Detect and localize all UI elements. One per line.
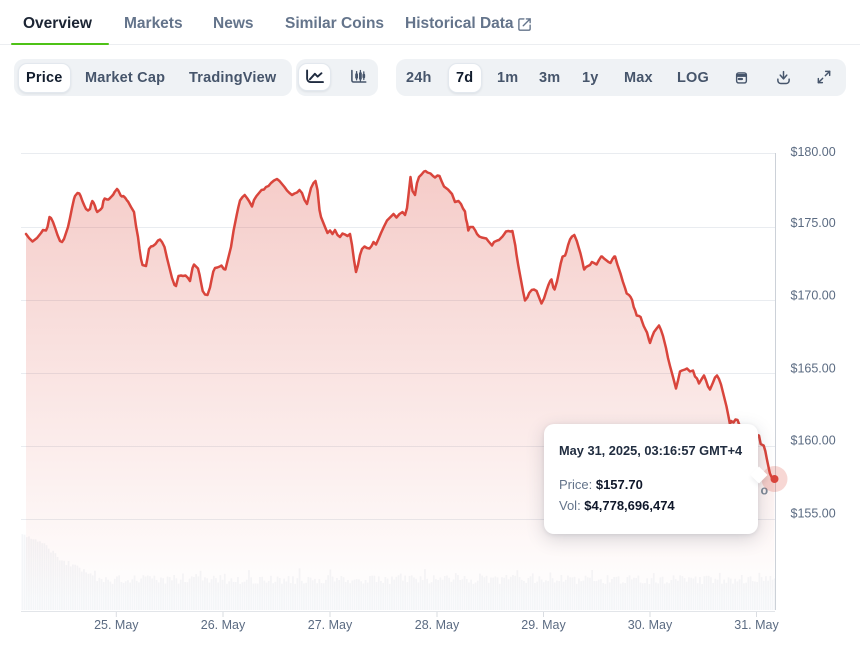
svg-text:$170.00: $170.00 (791, 288, 836, 302)
svg-text:25. May: 25. May (94, 618, 139, 632)
svg-text:$160.00: $160.00 (791, 433, 836, 447)
svg-text:28. May: 28. May (415, 618, 460, 632)
svg-text:$175.00: $175.00 (791, 216, 836, 230)
svg-text:31. May: 31. May (734, 618, 779, 632)
svg-text:30. May: 30. May (628, 618, 673, 632)
svg-text:o: o (761, 484, 769, 498)
svg-text:26. May: 26. May (201, 618, 246, 632)
svg-text:27. May: 27. May (308, 618, 353, 632)
svg-text:$165.00: $165.00 (791, 361, 836, 375)
svg-text:$180.00: $180.00 (791, 145, 836, 159)
svg-text:29. May: 29. May (521, 618, 566, 632)
svg-text:$155.00: $155.00 (791, 506, 836, 520)
